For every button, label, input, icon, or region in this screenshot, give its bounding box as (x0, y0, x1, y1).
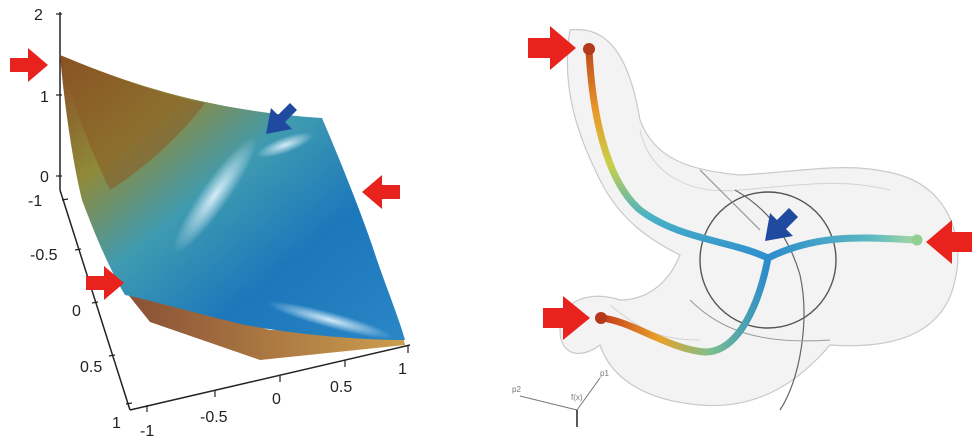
red-arrow-icon (528, 26, 576, 70)
axis-label-fx: f(x) (571, 393, 583, 402)
blue-arrow-icon (266, 103, 297, 134)
y-tick-1: 1 (112, 415, 121, 432)
y-axis (59, 189, 131, 411)
surface-wall (118, 282, 405, 360)
blue-arrow-icon (765, 208, 798, 241)
x-tick-neg05: -0.5 (200, 409, 228, 426)
y-tick-neg1: -1 (28, 193, 42, 210)
tube-right (764, 234, 920, 262)
red-arrow-icon (926, 220, 972, 264)
x-axis (129, 344, 411, 411)
x-tick-05: 0.5 (330, 379, 352, 396)
red-arrow-icon (10, 48, 48, 82)
y-tick-0: 0 (72, 303, 81, 320)
z-tick-0: 0 (40, 169, 49, 186)
axis-gizmo (519, 377, 601, 427)
y-tick-05: 0.5 (80, 359, 102, 376)
red-arrow-icon (543, 296, 590, 340)
left-surface-plot: 2 1 0 -1 -0.5 0 0.5 1 -1 -0.5 0 0.5 1 (10, 7, 411, 440)
translucent-envelope (559, 28, 959, 407)
end-cap (595, 312, 607, 324)
right-tube-diagram: p2 p1 f(x) (512, 26, 972, 427)
axis-label-p2: p2 (512, 385, 521, 394)
axis-label-p1: p1 (600, 369, 609, 378)
x-tick-neg1: -1 (140, 423, 154, 440)
z-tick-2: 2 (34, 7, 43, 24)
tube-lower (597, 254, 772, 356)
end-cap (911, 234, 923, 246)
end-cap (583, 43, 595, 55)
red-arrow-icon (362, 175, 400, 209)
tube-upper (585, 46, 772, 262)
y-tick-neg05: -0.5 (30, 247, 58, 264)
z-tick-1: 1 (40, 89, 49, 106)
x-tick-1: 1 (398, 361, 407, 378)
x-tick-0: 0 (272, 391, 281, 408)
red-arrow-icon (86, 266, 124, 300)
ring (699, 191, 837, 329)
